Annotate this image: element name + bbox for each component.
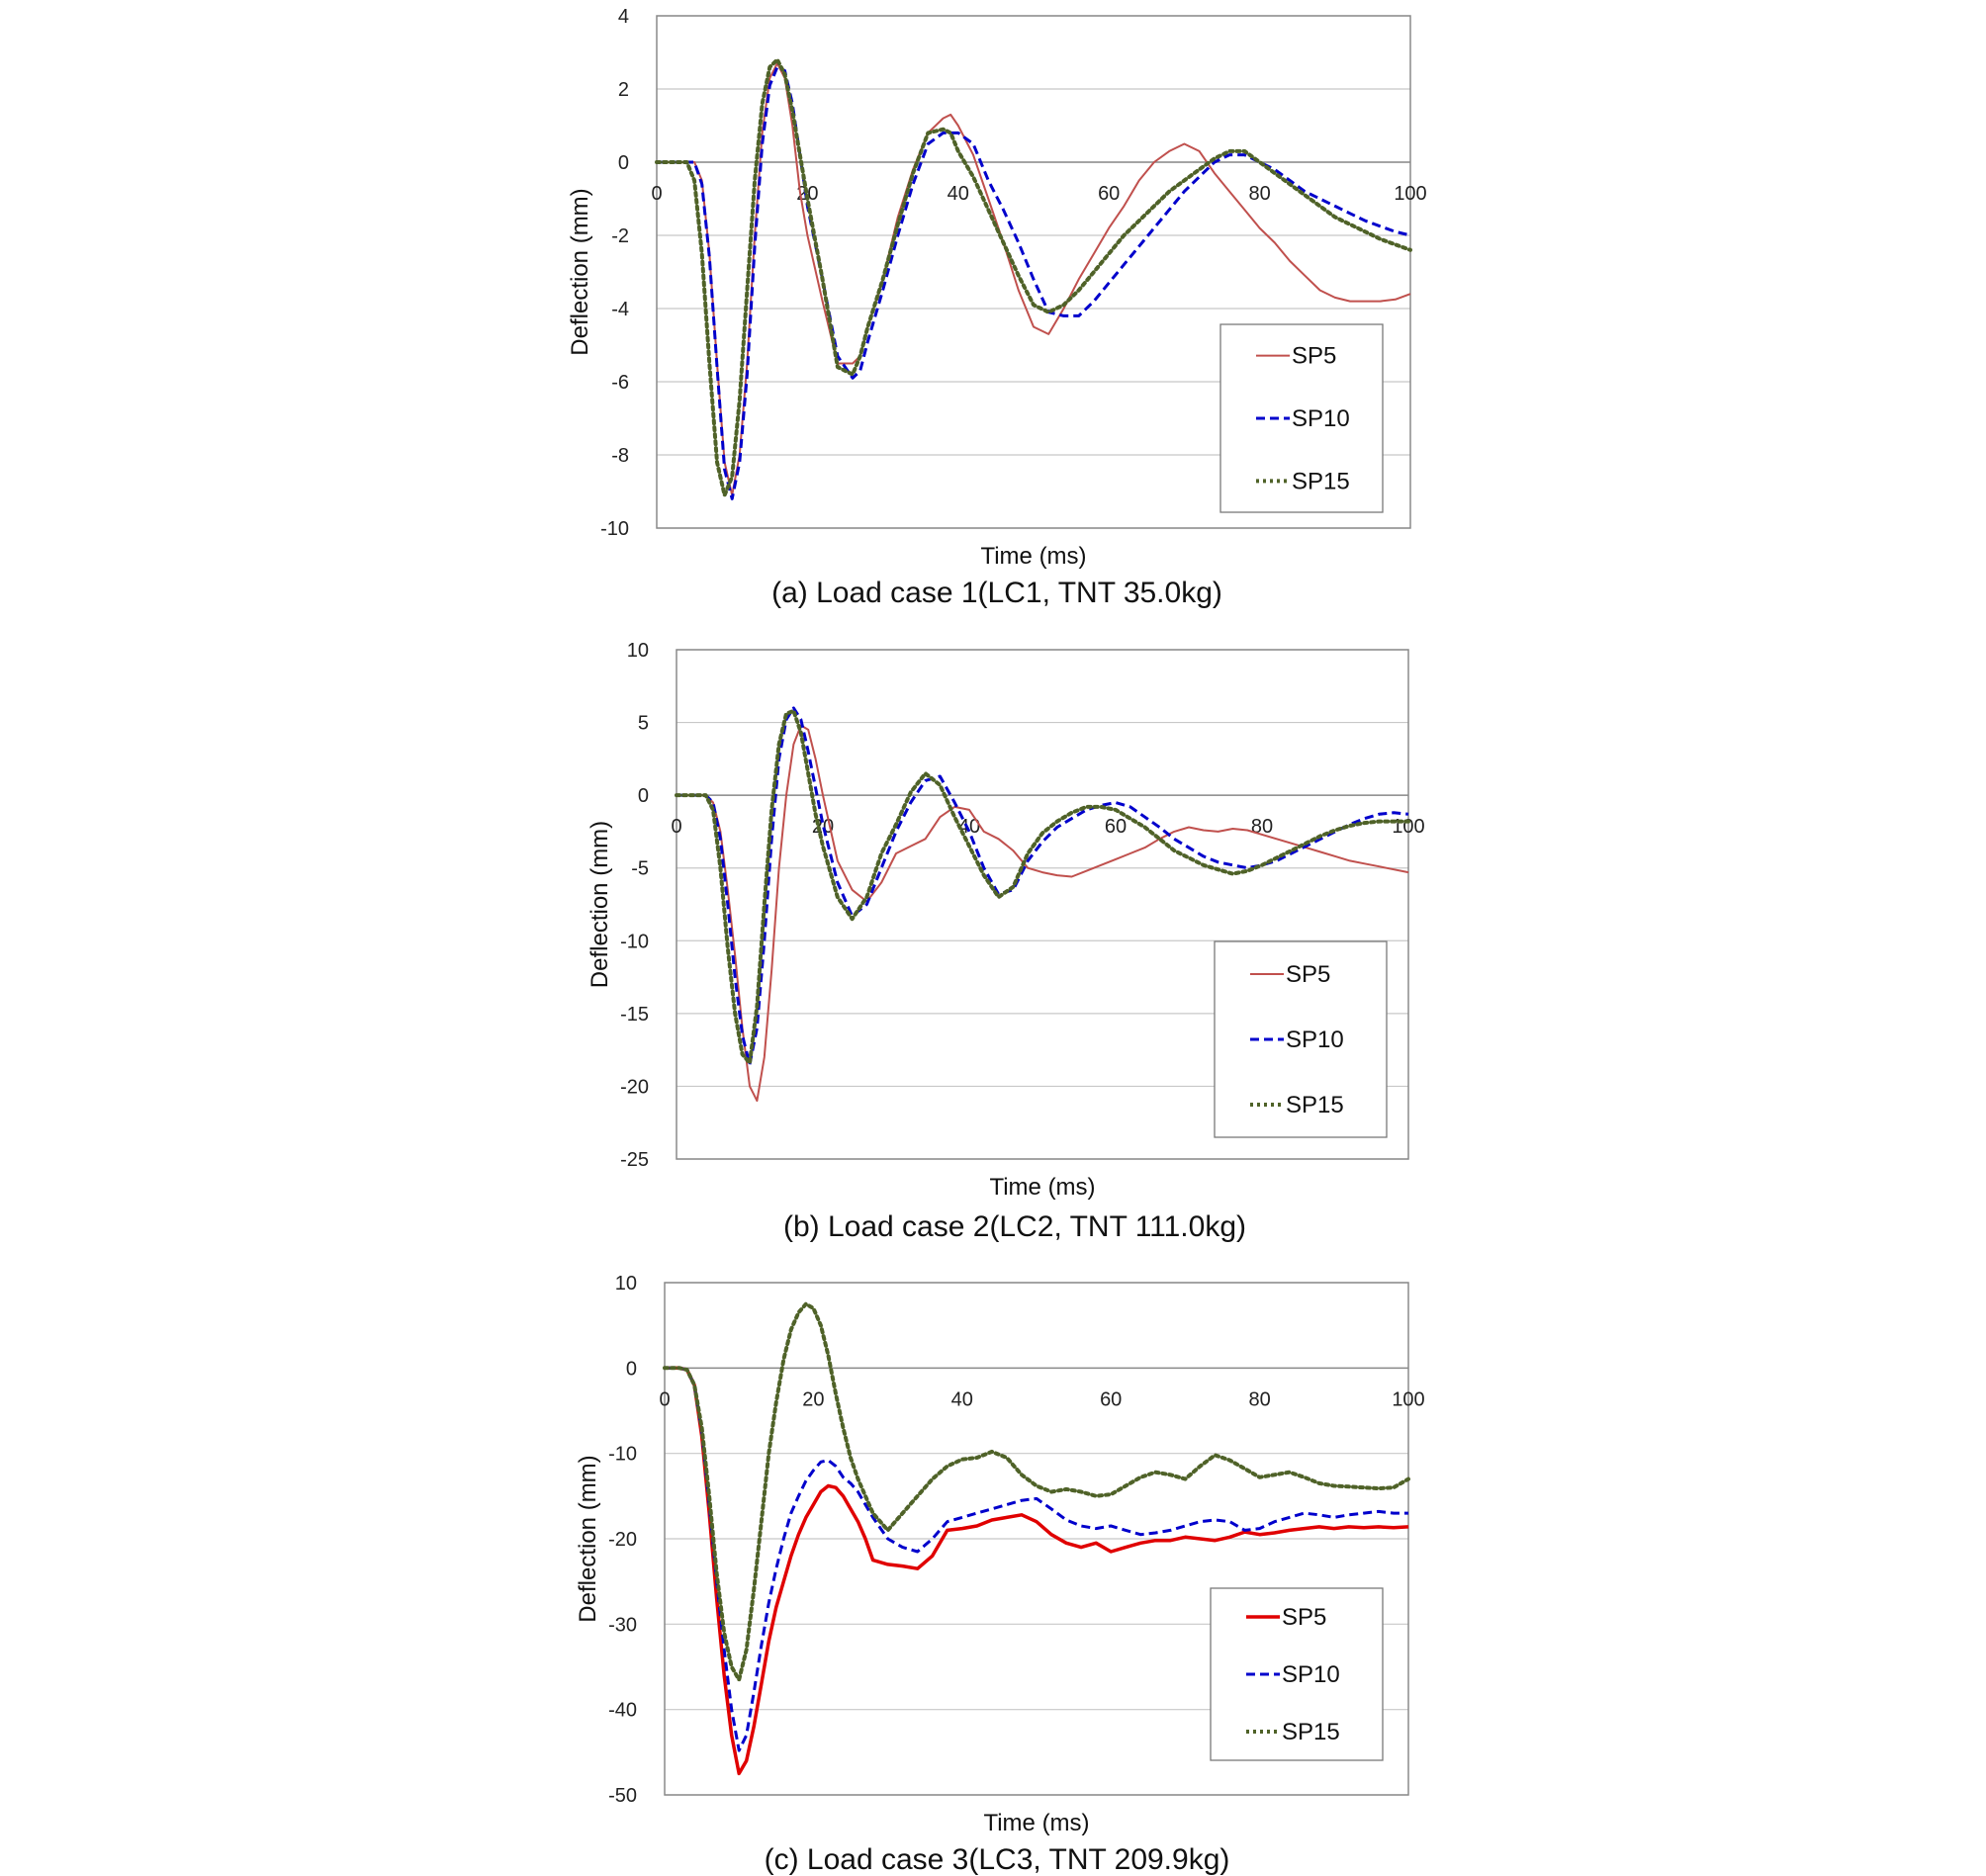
plot-frame [664,1282,1409,1796]
legend-label-sp5: SP5 [1282,1604,1326,1631]
y-tick-label: -20 [620,1076,649,1098]
legend-label-sp5: SP5 [1286,961,1330,988]
x-tick-label: 0 [659,1388,670,1410]
legend-label-sp10: SP10 [1282,1661,1340,1688]
x-tick-label: 100 [1392,1388,1424,1410]
y-tick-label: -15 [620,1004,649,1026]
x-tick-label: 0 [651,183,662,205]
x-tick-label: 60 [1098,183,1120,205]
x-tick-label: 80 [1248,1388,1270,1410]
y-tick-label: -25 [620,1149,649,1171]
series-line-sp5 [665,1366,1409,1776]
legend-box [1210,1587,1384,1761]
legend-box [1214,940,1388,1138]
x-axis-label: Time (ms) [980,543,1086,570]
x-tick-label: 100 [1394,183,1426,205]
legend: SP5 SP10 SP15 [1214,940,1388,1138]
legend-box [1219,323,1384,513]
y-tick-label: -50 [608,1785,637,1807]
y-tick-label: -40 [608,1700,637,1722]
x-tick-label: 80 [1248,183,1270,205]
y-tick-label: -6 [611,372,629,394]
legend-label-sp15: SP15 [1286,1092,1344,1118]
y-tick-label: -20 [608,1529,637,1551]
y-tick-label: 2 [618,79,629,101]
legend-label-sp15: SP15 [1292,468,1350,494]
y-tick-label: -10 [600,518,629,540]
series-line-sp10 [657,65,1411,500]
y-tick-label: -2 [611,225,629,247]
y-tick-label: 0 [638,785,649,807]
legend-label-sp10: SP10 [1292,405,1350,432]
x-tick-label: 0 [671,816,681,838]
y-tick-label: 0 [626,1358,637,1380]
legend: SP5 SP10 SP15 [1219,323,1384,513]
figure-caption: (c) Load case 3(LC3, TNT 209.9kg) [765,1843,1230,1876]
series-line-sp15 [663,1301,1410,1682]
y-tick-label: 4 [618,6,629,28]
x-axis-label: Time (ms) [989,1174,1095,1201]
x-tick-label: 20 [802,1388,824,1410]
legend-label-sp5: SP5 [1292,343,1336,370]
plot-frame [676,649,1409,1160]
y-axis-label: Deflection (mm) [587,821,613,988]
y-axis-label: Deflection (mm) [575,1455,601,1622]
plot-frame [656,15,1411,529]
y-tick-label: -8 [611,445,629,467]
y-tick-label: -4 [611,299,629,320]
y-tick-label: -10 [608,1444,637,1466]
x-tick-label: 100 [1392,816,1424,838]
x-tick-label: 60 [1100,1388,1122,1410]
y-tick-label: -5 [631,858,649,880]
series-line-sp15 [655,57,1412,497]
y-tick-label: 10 [615,1273,637,1295]
legend: SP5 SP10 SP15 [1210,1587,1384,1761]
x-axis-label: Time (ms) [983,1810,1089,1836]
series-line-sp10 [665,1366,1408,1752]
y-tick-label: -10 [620,931,649,952]
figure-caption: (a) Load case 1(LC1, TNT 35.0kg) [771,577,1222,609]
y-tick-label: -30 [608,1614,637,1636]
x-tick-label: 40 [951,1388,973,1410]
y-axis-label: Deflection (mm) [567,188,593,355]
series-line-sp5 [677,724,1409,1103]
x-tick-label: 40 [948,183,969,205]
legend-label-sp15: SP15 [1282,1719,1340,1745]
y-tick-label: 10 [627,640,649,662]
x-tick-label: 60 [1105,816,1127,838]
y-tick-label: 0 [618,152,629,174]
figure-caption: (b) Load case 2(LC2, TNT 111.0kg) [783,1210,1246,1243]
y-tick-label: 5 [638,713,649,735]
legend-label-sp10: SP10 [1286,1027,1344,1053]
series-line-sp15 [675,708,1410,1065]
